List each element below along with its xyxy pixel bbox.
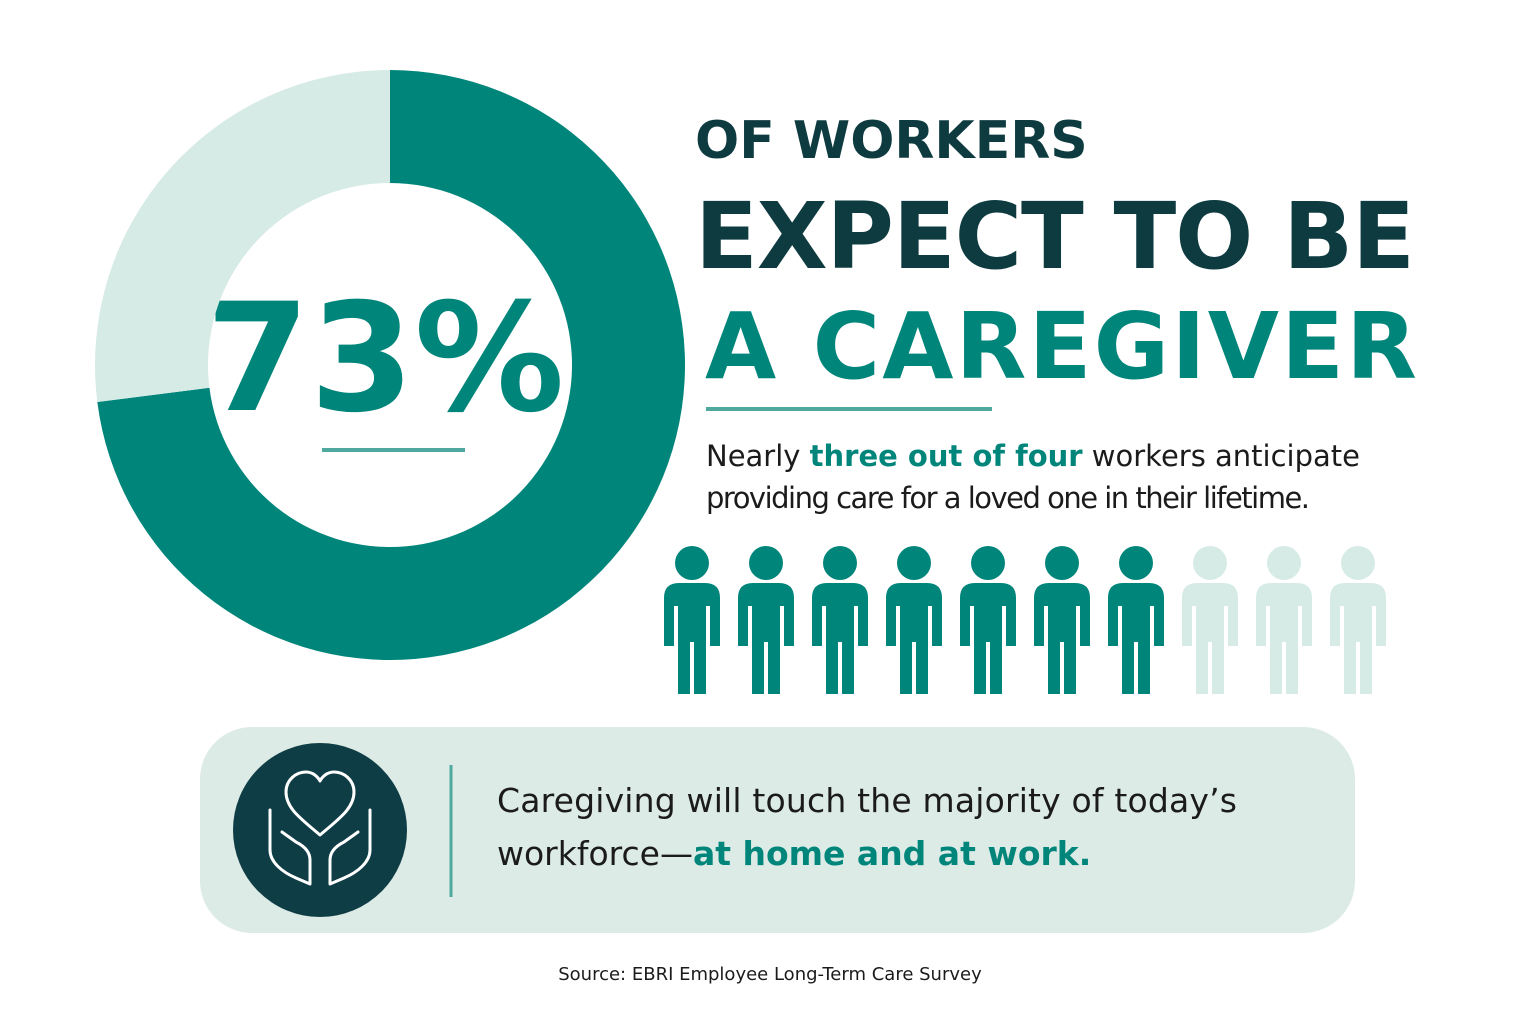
person-head (971, 546, 1005, 580)
icon-circle (233, 743, 407, 917)
person-icon (812, 546, 868, 694)
donut-segment (97, 70, 685, 660)
headline: A CAREGIVER (705, 293, 1417, 400)
donut-segment (94, 70, 390, 402)
donut-chart: 73% (94, 70, 685, 660)
description: providing care for a loved one in their … (706, 481, 1310, 515)
person-body (1034, 583, 1090, 694)
person-icon (1256, 546, 1312, 694)
value-label: 73% (205, 272, 564, 446)
person-body (1182, 583, 1238, 694)
person-body (738, 583, 794, 694)
person-icon (1330, 546, 1386, 694)
person-body (1108, 583, 1164, 694)
person-icon (664, 546, 720, 694)
person-head (675, 546, 709, 580)
text: Nearly (706, 439, 810, 473)
headline: EXPECT TO BE (695, 183, 1415, 290)
person-head (1193, 546, 1227, 580)
person-icon (886, 546, 942, 694)
person-body (1330, 583, 1386, 694)
text: workers anticipate (1083, 439, 1360, 473)
pictograph (664, 546, 1386, 694)
person-body (886, 583, 942, 694)
description: Nearly three out of four workers anticip… (706, 439, 1360, 473)
person-icon (1034, 546, 1090, 694)
person-icon (1182, 546, 1238, 694)
person-body (1256, 583, 1312, 694)
callout-text: workforce—at home and at work. (497, 834, 1091, 873)
hands-heart-icon (268, 770, 372, 886)
person-head (1119, 546, 1153, 580)
person-body (960, 583, 1016, 694)
person-icon (960, 546, 1016, 694)
highlight: three out of four (810, 439, 1084, 473)
person-body (812, 583, 868, 694)
person-icon (1108, 546, 1164, 694)
person-head (749, 546, 783, 580)
person-icon (738, 546, 794, 694)
headline: OF WORKERS (695, 111, 1088, 171)
callout-text: Caregiving will touch the majority of to… (497, 781, 1237, 820)
person-body (664, 583, 720, 694)
person-head (1045, 546, 1079, 580)
source: Source: EBRI Employee Long-Term Care Sur… (558, 964, 982, 985)
person-head (1267, 546, 1301, 580)
person-head (897, 546, 931, 580)
person-head (1341, 546, 1375, 580)
highlight: at home and at work. (693, 834, 1091, 873)
person-head (823, 546, 857, 580)
callout-box (200, 727, 1355, 933)
text: workforce— (497, 834, 693, 873)
